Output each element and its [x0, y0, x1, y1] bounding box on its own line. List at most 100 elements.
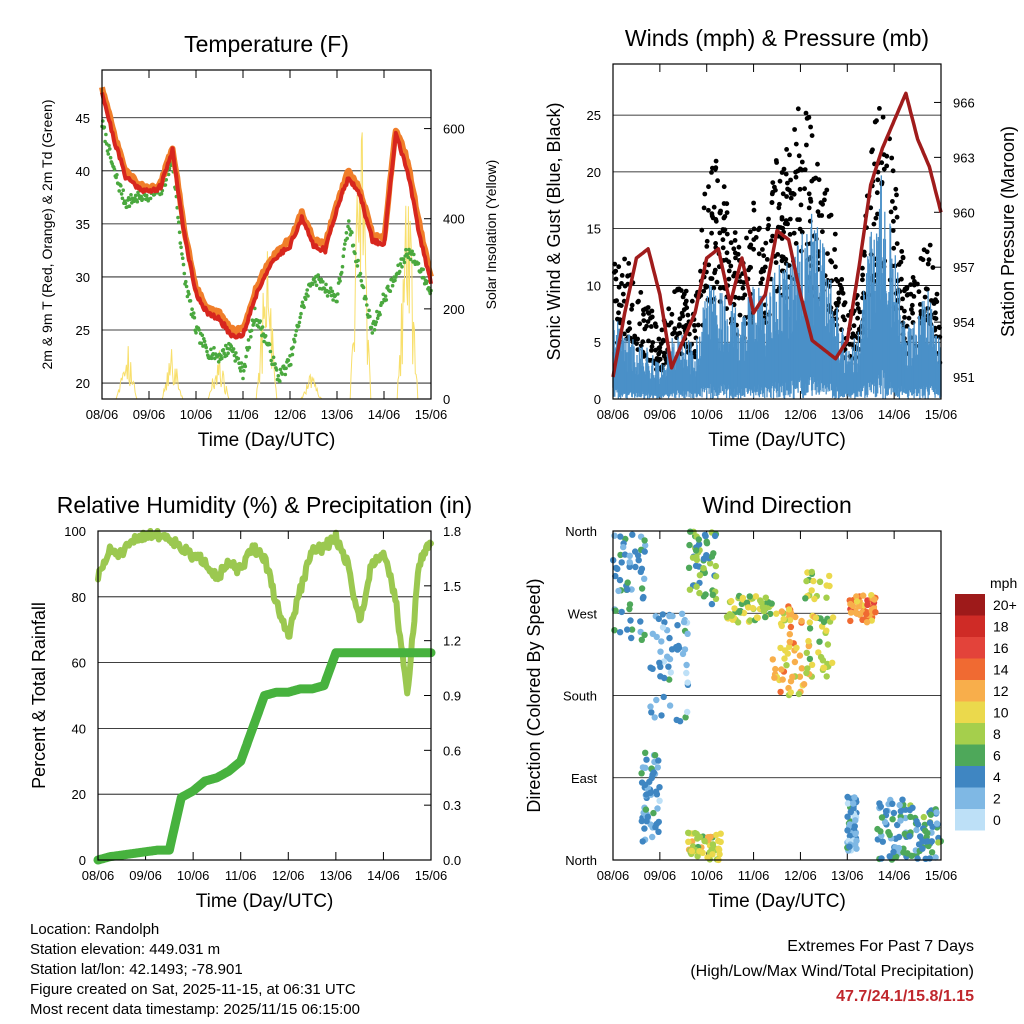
direction-point [877, 828, 884, 835]
x-tick-label: 12/06 [272, 868, 305, 883]
gust-point [709, 230, 714, 236]
dewpoint-point [181, 262, 186, 267]
gust-point [653, 347, 658, 353]
direction-point [656, 784, 663, 791]
dewpoint-point [383, 294, 388, 298]
gust-point [925, 261, 931, 267]
gust-point [756, 251, 762, 257]
gust-point [860, 277, 865, 283]
gust-point [747, 229, 753, 235]
y-tick-label: 0 [594, 392, 601, 407]
legend-label: 4 [993, 769, 1001, 785]
direction-point [618, 608, 625, 616]
dewpoint-point [367, 308, 371, 313]
y2-tick-label: 0.0 [443, 853, 461, 868]
x-tick-label: 08/06 [86, 407, 119, 422]
direction-point [618, 559, 625, 566]
direction-point [673, 643, 680, 651]
direction-point [637, 618, 644, 625]
dewpoint-point [278, 367, 283, 372]
y2-tick-label: 600 [443, 122, 465, 137]
dewpoint-point [336, 292, 340, 296]
direction-point [674, 622, 681, 629]
direction-point [846, 832, 854, 840]
gust-point [706, 184, 711, 190]
direction-point [680, 618, 688, 626]
station-latlon: Station lat/lon: 42.1493; -78.901 [30, 961, 243, 978]
dewpoint-point [233, 359, 237, 363]
direction-point [684, 679, 691, 686]
y2-axis-label: Solar Insolation (Yellow) [483, 160, 499, 310]
direction-point [626, 563, 633, 570]
y-axis-label: Direction (Colored By Speed) [524, 578, 544, 812]
direction-point [709, 851, 716, 858]
direction-point [823, 673, 830, 680]
direction-point [902, 814, 909, 822]
direction-point [708, 600, 716, 608]
direction-point [933, 809, 940, 816]
gust-point [929, 298, 934, 303]
y2-tick-label: 954 [953, 315, 975, 330]
x-tick-label: 09/06 [133, 407, 166, 422]
direction-point [752, 593, 760, 600]
gust-point [657, 345, 663, 350]
dewpoint-point [425, 279, 429, 284]
gust-point [679, 310, 685, 316]
direction-point [701, 531, 709, 539]
plot-border [97, 530, 432, 861]
dewpoint-point [180, 252, 184, 256]
legend-label: 2 [993, 791, 1001, 807]
direction-point [673, 716, 680, 724]
gust-point [911, 282, 917, 288]
direction-point [811, 595, 818, 603]
precip-line [93, 648, 436, 865]
y-tick-label: 0 [79, 853, 86, 868]
gust-point [795, 106, 801, 112]
dewpoint-point [325, 294, 330, 298]
gust-point [704, 244, 710, 249]
gust-point [733, 255, 738, 261]
dewpoint-point [164, 178, 168, 182]
gust-point [829, 259, 835, 265]
direction-point [823, 594, 830, 601]
x-tick-label: 09/06 [129, 868, 162, 883]
gust-point [722, 227, 728, 233]
x-tick-label: 08/06 [82, 868, 115, 883]
y-axis-label: 2m & 9m T (Red, Orange) & 2m Td (Green) [39, 100, 55, 370]
y2-tick-label: 966 [953, 95, 975, 110]
direction-point [702, 591, 709, 598]
dewpoint-point [402, 260, 407, 265]
gust-point [769, 200, 775, 206]
gust-point [758, 280, 764, 286]
dewpoint-point [112, 167, 117, 172]
gust-point [616, 264, 622, 270]
gust-point [681, 307, 687, 312]
direction-point [612, 607, 619, 614]
direction-point [651, 752, 659, 759]
direction-point [624, 626, 631, 633]
dewpoint-point [284, 366, 288, 371]
x-axis-label: Time (Day/UTC) [708, 891, 846, 912]
gust-point [829, 278, 835, 284]
direction-point [849, 602, 857, 610]
dewpoint-point [394, 275, 398, 279]
gust-point [726, 268, 732, 274]
gust-point [666, 322, 672, 328]
gust-point [837, 282, 843, 288]
x-tick-label: 12/06 [274, 407, 307, 422]
direction-point [655, 828, 662, 835]
extremes-subtitle: (High/Low/Max Wind/Total Precipitation) [690, 963, 974, 980]
direction-point [679, 650, 687, 658]
gust-point [804, 142, 809, 148]
gust-point [799, 159, 805, 165]
extremes-title: Extremes For Past 7 Days [787, 938, 974, 955]
dewpoint-point [356, 258, 360, 263]
dewpoint-point [242, 369, 246, 373]
gust-point [689, 298, 695, 304]
insolation-line [207, 350, 230, 400]
dewpoint-point [229, 344, 234, 349]
direction-point [688, 847, 696, 855]
dewpoint-point [274, 368, 279, 372]
dewpoint-point [231, 347, 236, 351]
direction-point [666, 612, 673, 620]
